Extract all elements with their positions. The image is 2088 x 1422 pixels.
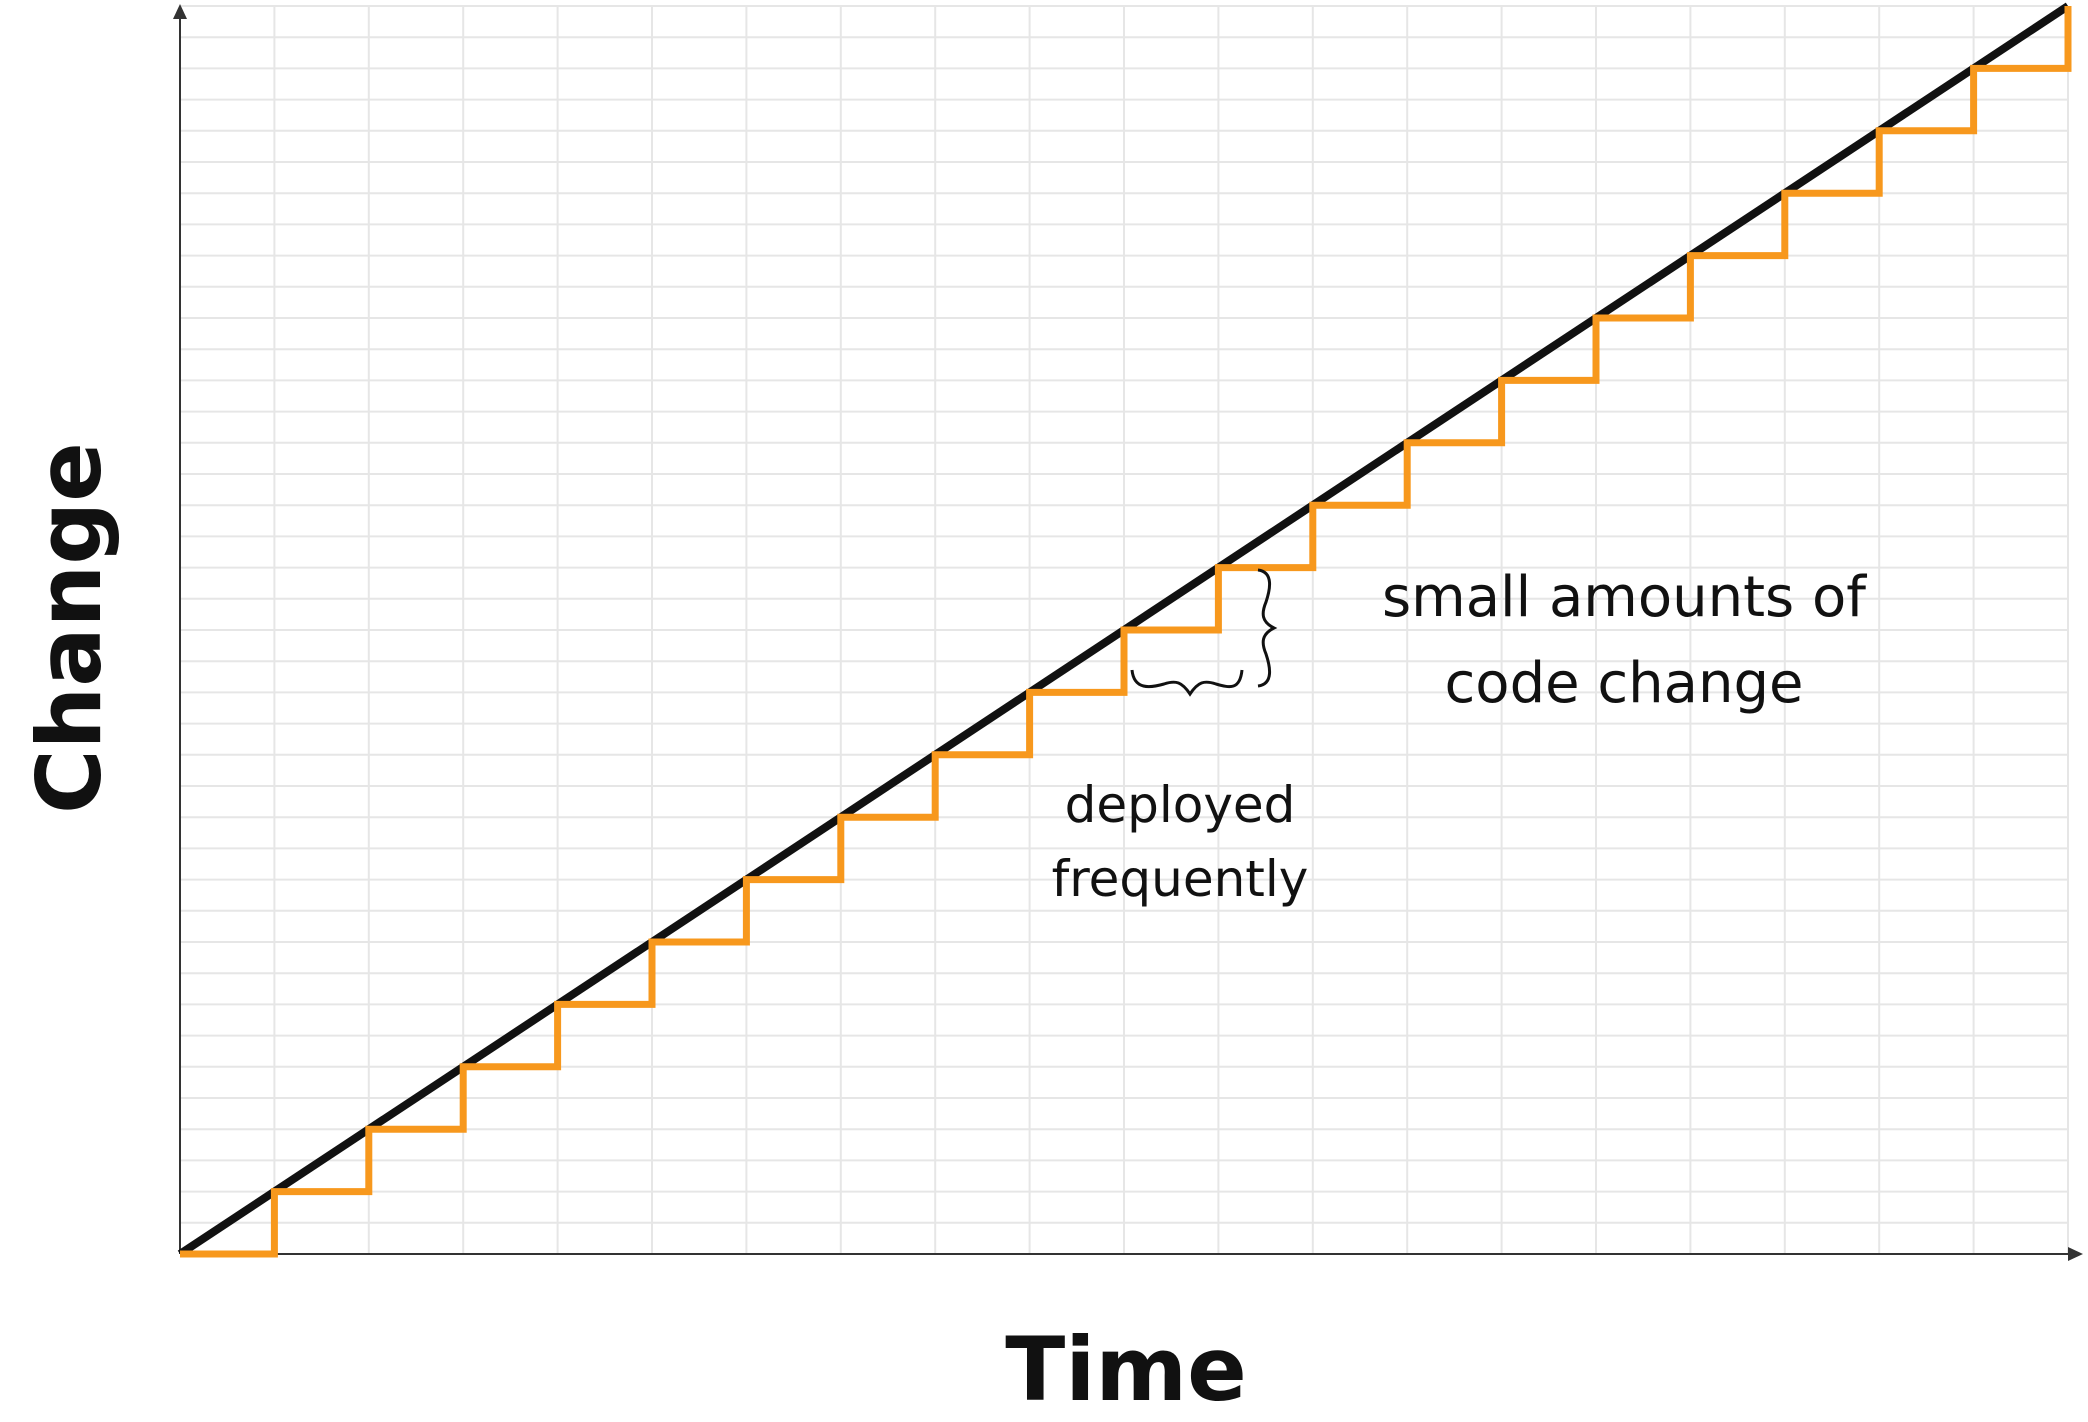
x-axis-label: Time xyxy=(1005,1318,1247,1421)
annotation-braces xyxy=(1130,568,1278,697)
chart-series xyxy=(177,2,2072,1258)
annotation-small-line1: small amounts of xyxy=(1382,565,1867,630)
x-axis-arrow xyxy=(2068,1247,2083,1261)
annotation-deployed-line1: deployed xyxy=(1065,776,1296,834)
y-axis-label: Change xyxy=(18,442,121,814)
vertical-brace xyxy=(1257,568,1278,688)
chart-axes xyxy=(173,4,2083,1261)
chart-grid xyxy=(179,5,2069,1255)
y-axis-arrow xyxy=(173,4,187,19)
annotation-deployed-line2: frequently xyxy=(1052,850,1309,908)
chart-labels: Time Change deployed frequently small am… xyxy=(18,442,1867,1421)
annotation-small-line2: code change xyxy=(1445,651,1804,716)
step-deployment-series xyxy=(180,6,2072,1258)
horizontal-brace xyxy=(1130,669,1244,697)
